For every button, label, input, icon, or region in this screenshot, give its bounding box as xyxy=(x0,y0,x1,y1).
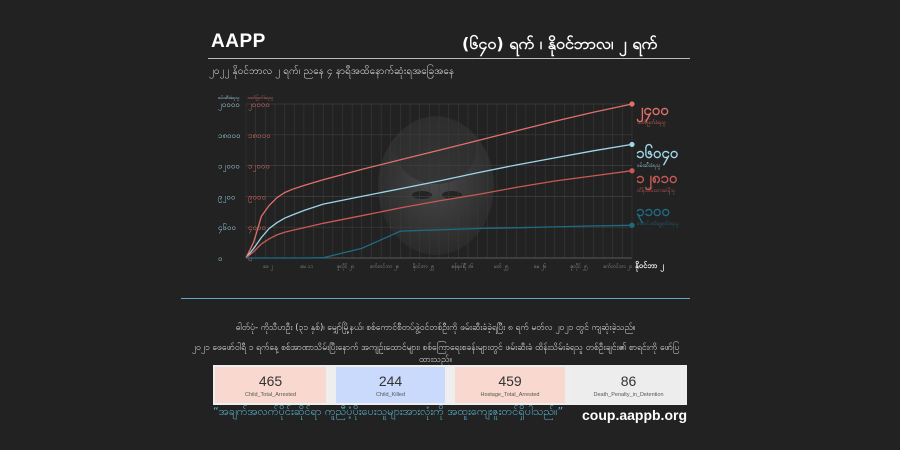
brand-logo: AAPP xyxy=(211,31,266,52)
x-tick-label: ဇူလိုင် ၂၀ xyxy=(337,264,355,270)
x-tick-label: ဇန်နဝါရီ ၁၆ xyxy=(451,264,473,270)
x-tick-label: စက်တင်ဘာ ၂၈ xyxy=(370,264,399,270)
series-name-label: ထိန်းသိမ်းထားဆဲရှိသူ xyxy=(637,188,676,194)
website-link[interactable]: coup.aappb.org xyxy=(582,407,687,423)
stat-value: 86 xyxy=(620,373,637,389)
photo-caption: ဓါတ်ပုံ- ကိုသီဟဦး (၃၁ နှစ်)၊ မျှော်မြို့… xyxy=(235,323,636,333)
y-tick-label-right: ၁၂၀၀၀ xyxy=(248,162,270,173)
stat-card-child-killed: 244 Child_Killed xyxy=(336,367,445,403)
x-tick-label: နိုဝင်ဘာ ၂၅ xyxy=(412,264,435,270)
series-end-value: ၃၁၀၀ xyxy=(636,202,670,224)
y-tick-label-right: ၂၀၀၀၀ xyxy=(248,100,270,111)
y-tick-label-right: ၄၀၀၀ xyxy=(248,223,266,234)
series-end-point xyxy=(629,168,635,174)
series-end-point xyxy=(629,141,635,148)
x-end-label: နိုဝင်ဘာ ၂ xyxy=(634,261,664,272)
stat-label: Hostage_Total_Arrested xyxy=(480,392,540,398)
stat-card-hostage-arrested: 459 Hostage_Total_Arrested xyxy=(455,367,565,403)
y-axis-header-left: ဖမ်းဆီးခံရသူ xyxy=(218,95,240,101)
x-tick-label: မေ ၂၆ xyxy=(534,264,547,270)
y-tick-label-right: ၁၈၀၀၀ xyxy=(248,131,271,140)
series-name-label: ထောင်ဒဏ်ချမှတ်ခံရသူ xyxy=(637,221,679,227)
stat-card-child-arrested: 465 Child_Total_Arrested xyxy=(215,367,326,403)
x-tick-label: ဖေ ၂ xyxy=(263,264,273,270)
y-axis-header-right: သတ်ဖြတ်ခံရသူ xyxy=(247,94,273,101)
title-divider xyxy=(208,58,690,59)
data-source-note: ၂၀၂၁ ဖေဖော်ဝါရီ ၁ ရက်နေ့ စစ်အာဏာသိမ်းပြီ… xyxy=(191,343,680,365)
series-name-label: သတ်ဖြတ်ခံရသူ xyxy=(636,119,666,126)
stat-value: 244 xyxy=(378,373,403,389)
stat-label: Child_Killed xyxy=(375,392,406,398)
series-line xyxy=(246,224,633,259)
series-end-point xyxy=(629,101,635,107)
series-line xyxy=(245,103,633,259)
x-tick-label: မတ် ၂၅ xyxy=(494,264,509,270)
series-line xyxy=(245,170,633,259)
stat-value: 459 xyxy=(498,373,522,389)
thanks-slogan: “အချက်အလက်ပိုင်းဆိုင်ရာ ကူညီပံ့ပိုးပေးသူ… xyxy=(213,405,564,418)
section-divider xyxy=(181,298,690,299)
x-tick-label: မေ ၁၁ xyxy=(300,264,313,270)
x-tick-label: ဇူလိုင် ၂၅ xyxy=(570,264,587,270)
series-end-value: ၁၂၈၁၀ xyxy=(636,169,678,191)
y-tick-label-left: ၀ xyxy=(218,254,223,263)
stat-label: Death_Penalty_in_Detention xyxy=(593,392,664,398)
series-end-value: ၁၆၀၄၀ xyxy=(636,143,679,166)
stat-card-death-penalty: 86 Death_Penalty_in_Detention xyxy=(572,367,685,403)
series-end-value: ၂၄၀၀ xyxy=(636,101,669,123)
portrait-photo xyxy=(378,116,494,255)
series-end-point xyxy=(629,222,635,228)
y-tick-label-left: ၁၈၀၀၀ xyxy=(218,131,241,140)
y-tick-label-left: ၄၆၀၀ xyxy=(218,222,236,234)
x-tick-label: စက်တင်ဘာ ၂၀ xyxy=(603,264,633,270)
y-tick-label-left: ၁၂၀၀၀ xyxy=(218,162,240,173)
stat-label: Child_Total_Arrested xyxy=(244,392,297,398)
stat-value: 465 xyxy=(258,373,283,389)
y-tick-label-left: ၉၂၀၀ xyxy=(218,192,235,203)
page-subtitle: ၂၀၂၂ နိုဝင်ဘာလ ၂ ရက်၊ ညနေ ၄ နာရီအထိနောက်… xyxy=(209,66,455,77)
y-tick-label-right: ၉၀၀၀ xyxy=(248,192,266,203)
series-line xyxy=(245,143,633,259)
y-tick-label-left: ၂၀၀၀၀ xyxy=(218,100,240,111)
series-name-label: ဖမ်းဆီးခံရသူ xyxy=(637,163,661,169)
headline: (၆၄၀) ရက် ၊ နိုဝင်ဘာလ၊ ၂ ရက် xyxy=(462,34,658,53)
